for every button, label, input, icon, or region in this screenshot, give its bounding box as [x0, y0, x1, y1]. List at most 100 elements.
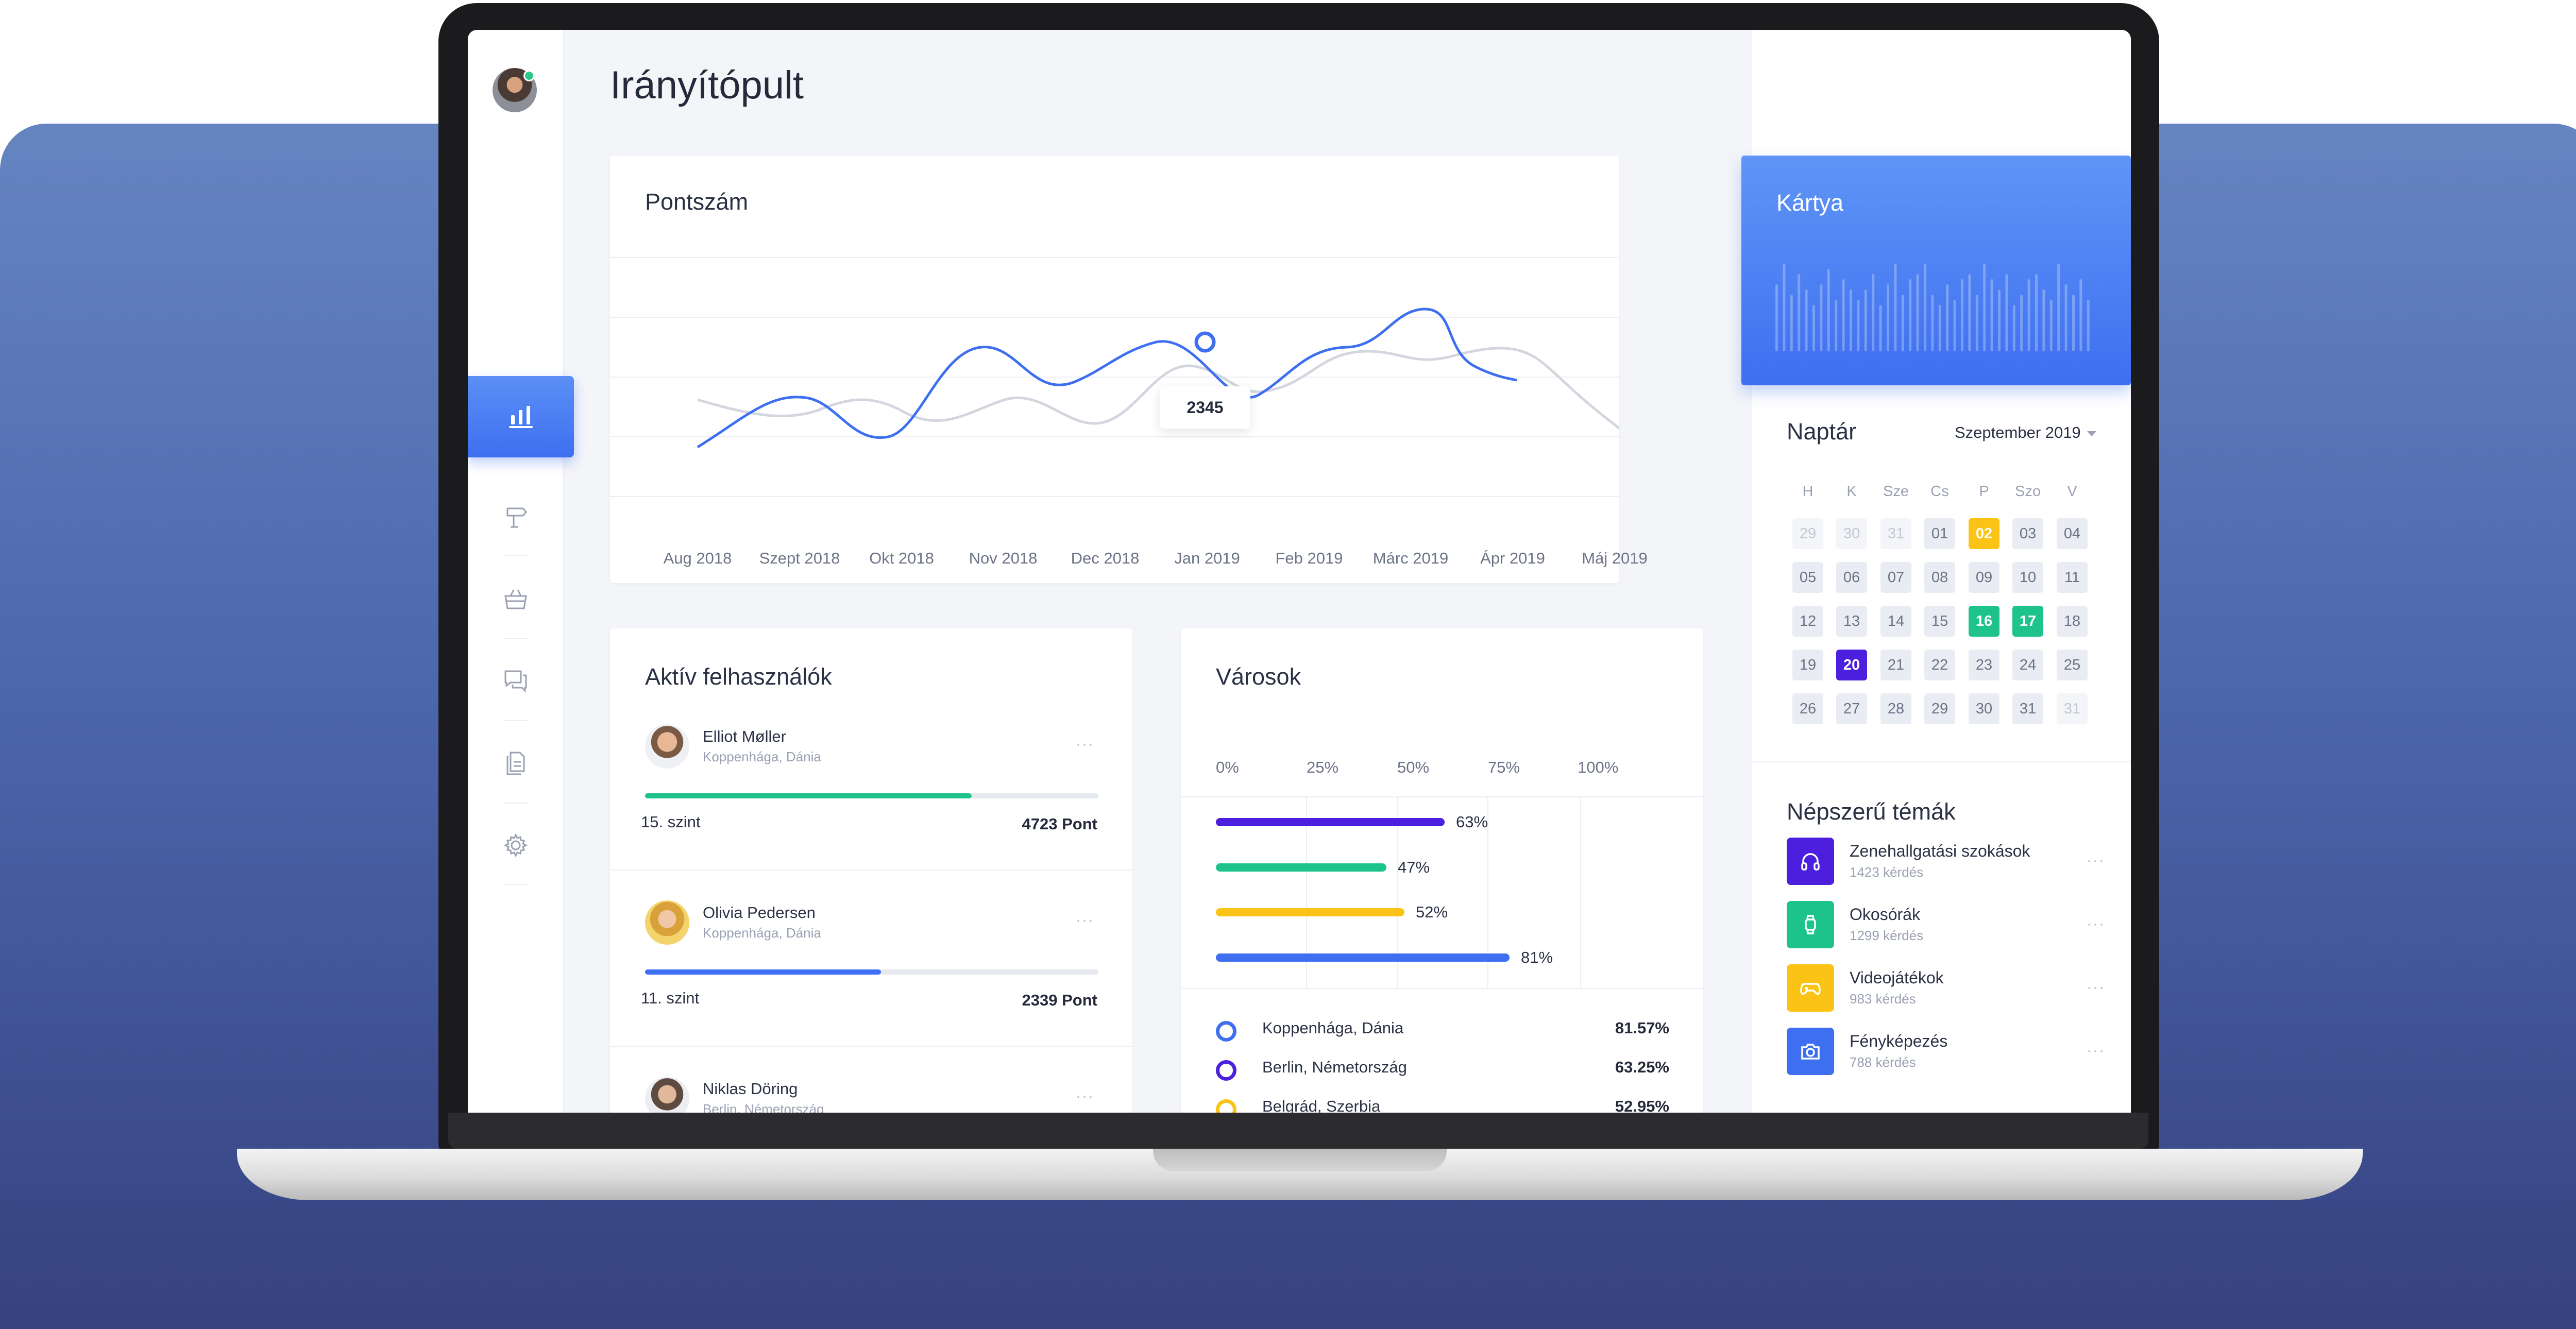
calendar-day[interactable]: 29	[1792, 518, 1823, 549]
scale-tick: 25%	[1307, 758, 1339, 776]
section-divider	[1181, 796, 1703, 797]
calendar-day[interactable]: 29	[1924, 693, 1955, 724]
topic-icon-tile	[1787, 838, 1834, 885]
calendar-day[interactable]: 31	[1880, 518, 1911, 549]
calendar-day[interactable]: 25	[2057, 650, 2088, 680]
city-row[interactable]: Berlin, Németország 63.25%	[1216, 1057, 1669, 1083]
x-axis-label: Ápr 2019	[1480, 549, 1545, 567]
calendar-day[interactable]: 14	[1880, 606, 1911, 637]
wave-bar	[1790, 295, 1793, 351]
city-row[interactable]: Belgrád, Szerbia 52.95%	[1216, 1096, 1669, 1113]
calendar-day[interactable]: 18	[2057, 606, 2088, 637]
nav-settings[interactable]	[493, 822, 539, 868]
city-color-marker	[1216, 1021, 1236, 1042]
calendar-day[interactable]: 15	[1924, 606, 1955, 637]
nav-dashboard[interactable]	[468, 376, 574, 457]
city-row[interactable]: Koppenhága, Dánia 81.57%	[1216, 1018, 1669, 1044]
more-options-icon[interactable]: ···	[1076, 736, 1094, 753]
topic-item[interactable]: Fényképezés 788 kérdés ···	[1787, 1028, 2106, 1075]
calendar-day[interactable]: 16	[1969, 606, 1999, 637]
calendar-day[interactable]: 31	[2012, 693, 2043, 724]
calendar-day[interactable]: 06	[1836, 562, 1867, 593]
laptop-notch	[1153, 1149, 1447, 1171]
topic-question-count: 1299 kérdés	[1850, 928, 1924, 943]
smartwatch-icon	[1799, 913, 1822, 936]
more-options-icon[interactable]: ···	[2087, 852, 2105, 869]
row-divider	[610, 1046, 1132, 1047]
nav-basket[interactable]	[493, 576, 539, 622]
city-bar[interactable]	[1216, 818, 1445, 826]
calendar-month-label: Szeptember 2019	[1955, 423, 2081, 441]
more-options-icon[interactable]: ···	[1076, 1088, 1094, 1105]
calendar-day[interactable]: 13	[1836, 606, 1867, 637]
calendar-day[interactable]: 21	[1880, 650, 1911, 680]
calendar-day[interactable]: 02	[1969, 518, 1999, 549]
topic-name: Fényképezés	[1850, 1032, 1948, 1050]
nav-signpost[interactable]	[493, 493, 539, 540]
calendar-day[interactable]: 01	[1924, 518, 1955, 549]
calendar-day[interactable]: 28	[1880, 693, 1911, 724]
section-divider	[1181, 988, 1703, 989]
card-widget[interactable]: Kártya	[1741, 156, 2131, 385]
city-bar[interactable]	[1216, 953, 1510, 962]
city-bar[interactable]	[1216, 863, 1386, 872]
calendar-day[interactable]: 23	[1969, 650, 1999, 680]
nav-messages[interactable]	[493, 657, 539, 704]
calendar-day[interactable]: 26	[1792, 693, 1823, 724]
calendar-day[interactable]: 05	[1792, 562, 1823, 593]
calendar-month-select[interactable]: Szeptember 2019	[1955, 423, 2096, 442]
wave-bar	[1879, 305, 1882, 351]
nav-documents[interactable]	[493, 740, 539, 786]
topic-icon-tile	[1787, 964, 1834, 1012]
primary-series-line	[697, 308, 1517, 449]
user-avatar	[645, 1077, 689, 1113]
city-bar-label: 52%	[1416, 903, 1448, 921]
topic-icon-tile	[1787, 1028, 1834, 1075]
calendar-day[interactable]: 08	[1924, 562, 1955, 593]
weekday-label: Sze	[1883, 483, 1909, 500]
weekday-label: Szo	[2015, 483, 2041, 500]
calendar-day[interactable]: 11	[2057, 562, 2088, 593]
calendar-day[interactable]: 24	[2012, 650, 2043, 680]
calendar-day[interactable]: 04	[2057, 518, 2088, 549]
calendar-day[interactable]: 17	[2012, 606, 2043, 637]
wave-bar	[1968, 274, 1971, 351]
wave-bar	[1901, 295, 1904, 351]
chevron-down-icon	[2087, 431, 2096, 436]
calendar-day[interactable]: 22	[1924, 650, 1955, 680]
calendar-day[interactable]: 09	[1969, 562, 1999, 593]
calendar-day[interactable]: 20	[1836, 650, 1867, 680]
more-options-icon[interactable]: ···	[2087, 979, 2105, 996]
scale-tick: 100%	[1578, 758, 1619, 776]
more-options-icon[interactable]: ···	[2087, 1042, 2105, 1059]
profile-avatar[interactable]	[493, 68, 537, 112]
more-options-icon[interactable]: ···	[1076, 912, 1094, 929]
wave-bar	[1783, 264, 1786, 351]
calendar-day[interactable]: 30	[1969, 693, 1999, 724]
city-value: 52.95%	[1615, 1097, 1669, 1113]
calendar-title: Naptár	[1787, 418, 1857, 445]
x-axis-label: Feb 2019	[1275, 549, 1343, 567]
city-bar[interactable]	[1216, 908, 1404, 916]
topic-item[interactable]: Zenehallgatási szokások 1423 kérdés ···	[1787, 838, 2106, 885]
calendar-day[interactable]: 31	[2057, 693, 2088, 724]
user-name: Elliot Møller	[703, 727, 786, 745]
wave-bar	[1909, 279, 1912, 351]
calendar-day[interactable]: 19	[1792, 650, 1823, 680]
calendar-day[interactable]: 30	[1836, 518, 1867, 549]
calendar-day[interactable]: 27	[1836, 693, 1867, 724]
calendar-day[interactable]: 12	[1792, 606, 1823, 637]
more-options-icon[interactable]: ···	[2087, 915, 2105, 932]
calendar-day[interactable]: 07	[1880, 562, 1911, 593]
city-bar-label: 47%	[1398, 858, 1430, 876]
nav-divider	[503, 720, 529, 721]
documents-icon	[506, 752, 525, 775]
topic-item[interactable]: Videojátékok 983 kérdés ···	[1787, 964, 2106, 1012]
user-level: 15. szint	[641, 813, 701, 831]
calendar-day[interactable]: 03	[2012, 518, 2043, 549]
row-divider	[610, 870, 1132, 871]
wave-bar	[1946, 284, 1949, 351]
calendar-day[interactable]: 10	[2012, 562, 2043, 593]
topic-item[interactable]: Okosórák 1299 kérdés ···	[1787, 901, 2106, 948]
chat-icon	[504, 670, 527, 693]
